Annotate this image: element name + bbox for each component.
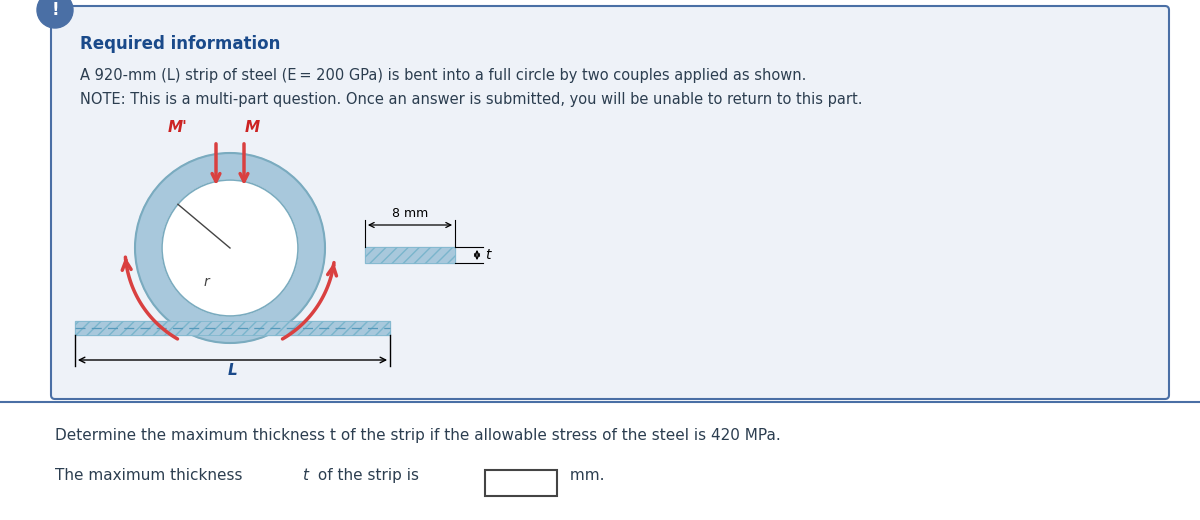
Bar <box>365 247 455 263</box>
Circle shape <box>162 180 298 316</box>
Text: t: t <box>302 468 308 483</box>
Text: !: ! <box>52 1 59 19</box>
Text: M: M <box>245 120 259 135</box>
Text: 8 mm: 8 mm <box>392 207 428 220</box>
Text: M': M' <box>168 120 188 135</box>
Text: Determine the maximum thickness t of the strip if the allowable stress of the st: Determine the maximum thickness t of the… <box>55 428 781 443</box>
Text: t: t <box>485 248 491 262</box>
Bar <box>74 321 390 335</box>
Circle shape <box>37 0 73 28</box>
Text: The maximum thickness: The maximum thickness <box>55 468 247 483</box>
Text: L: L <box>228 363 238 378</box>
Text: NOTE: This is a multi-part question. Once an answer is submitted, you will be un: NOTE: This is a multi-part question. Onc… <box>80 92 863 107</box>
Circle shape <box>134 153 325 343</box>
Bar <box>74 321 390 335</box>
FancyBboxPatch shape <box>50 6 1169 399</box>
Text: r: r <box>204 275 210 289</box>
Bar <box>365 247 455 263</box>
Bar <box>485 470 557 496</box>
Text: Required information: Required information <box>80 35 281 53</box>
Text: mm.: mm. <box>565 468 605 483</box>
Text: of the strip is: of the strip is <box>313 468 424 483</box>
Text: A 920-mm (L) strip of steel (E = 200 GPa) is bent into a full circle by two coup: A 920-mm (L) strip of steel (E = 200 GPa… <box>80 68 806 83</box>
